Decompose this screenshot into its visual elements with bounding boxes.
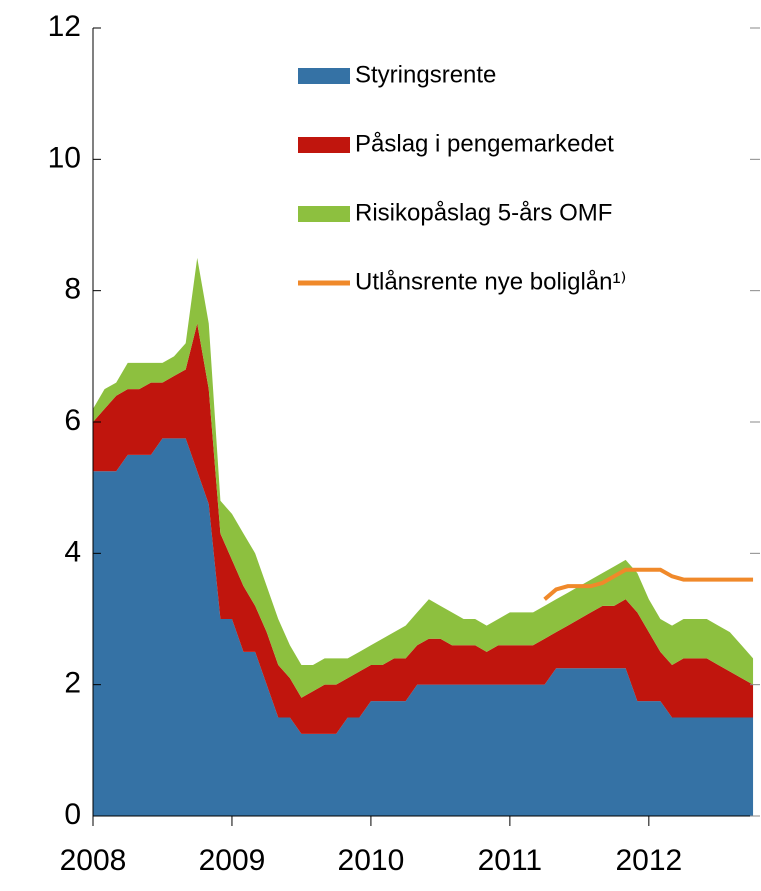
legend-label: Risikopåslag 5-års OMF [355, 199, 612, 226]
x-tick-label: 2008 [60, 844, 127, 877]
legend-label: Utlånsrente nye boliglån¹⁾ [355, 268, 626, 295]
x-tick-label: 2009 [199, 844, 266, 877]
legend-label: Styringsrente [355, 61, 496, 88]
legend-label: Påslag i pengemarkedet [355, 130, 614, 157]
x-tick-label: 2011 [478, 844, 543, 877]
y-tick-label: 2 [64, 667, 81, 700]
area [93, 438, 754, 816]
y-tick-label: 4 [64, 535, 81, 568]
y-tick-label: 12 [48, 10, 81, 43]
y-tick-label: 6 [64, 404, 81, 437]
legend-swatch [298, 68, 350, 84]
legend-swatch [298, 137, 350, 153]
y-tick-label: 10 [48, 141, 81, 174]
line [543, 567, 754, 601]
y-tick-label: 0 [64, 798, 81, 831]
x-tick-label: 2012 [615, 844, 682, 877]
legend-swatch [298, 206, 350, 222]
x-tick-label: 2010 [338, 844, 405, 877]
area [93, 323, 754, 734]
y-tick-label: 8 [64, 273, 81, 306]
